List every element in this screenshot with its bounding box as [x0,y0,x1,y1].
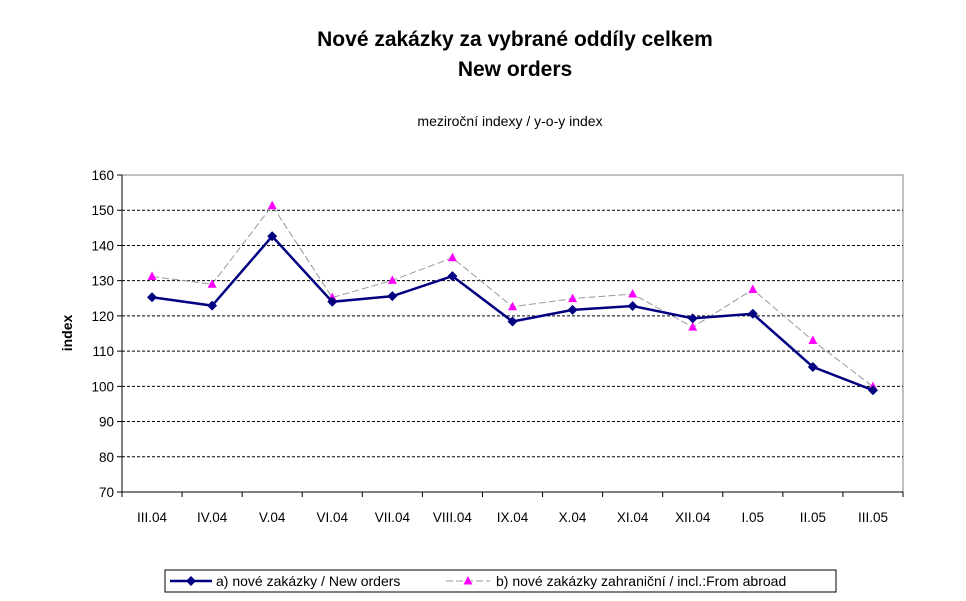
y-tick-label: 90 [99,415,114,430]
data-point [628,289,638,298]
y-tick-label: 130 [91,274,114,289]
x-tick-label: X.04 [559,510,587,525]
chart-subtitle: New orders [457,58,573,81]
y-tick-label: 80 [99,450,114,465]
data-point [447,271,458,282]
data-point [867,385,878,396]
x-tick-label: V.04 [259,510,286,525]
data-point [387,275,397,284]
legend-label: b) nové zakázky zahraniční / incl.:From … [496,573,786,589]
y-axis: 70 80 90 100 110 120 130 140 150 160 [91,168,123,500]
x-tick-label: I.05 [742,510,765,525]
y-tick-label: 150 [91,203,114,218]
legend-box [164,569,837,593]
data-point [748,284,758,293]
gridlines [122,209,903,458]
legend: a) nové zakázky / New orders b) nové zaká… [164,569,837,593]
data-point [327,296,338,307]
data-point [687,313,698,324]
data-point [207,279,217,288]
data-point [627,301,638,312]
series-group [147,200,878,396]
chart-note: meziroční indexy / y-o-y index [417,113,603,129]
data-point [808,335,818,345]
data-point [747,308,758,319]
y-tick-label: 140 [91,238,114,253]
x-tick-label: III.05 [858,510,888,525]
y-axis-label: index [59,315,75,352]
x-tick-label: VI.04 [317,510,349,525]
data-point [186,576,196,586]
x-tick-label: IX.04 [497,510,529,525]
data-point [267,231,278,242]
data-point [508,301,517,311]
plot-area [121,174,904,493]
legend-label: a) nové zakázky / New orders [216,573,400,589]
data-point [267,200,277,210]
data-point [147,271,157,280]
data-point [387,291,398,302]
x-tick-label: II.05 [800,510,826,525]
chart-title: Nové zakázky za vybrané oddíly celkem [317,28,713,51]
y-tick-label: 110 [92,344,114,359]
x-tick-label: VII.04 [375,510,411,525]
x-tick-label: XI.04 [617,510,649,525]
y-tick-label: 100 [91,379,114,394]
data-point [807,361,818,372]
data-point [147,292,158,303]
data-point [568,293,578,303]
x-tick-label: XII.04 [675,510,711,525]
data-point [207,300,218,311]
data-point [463,576,473,585]
data-point [507,316,518,327]
y-tick-label: 160 [91,168,114,183]
y-tick-label: 120 [91,309,114,324]
y-tick-label: 70 [99,485,114,500]
x-tick-label: IV.04 [197,510,228,525]
x-tick-label: VIII.04 [433,510,473,525]
data-point [447,252,457,262]
data-point [567,304,578,315]
x-tick-label: III.04 [137,510,168,525]
data-point [688,322,698,331]
x-axis: III.04 IV.04 V.04 VI.04 VII.04 VIII.04 IX.04 X.… [121,491,904,525]
